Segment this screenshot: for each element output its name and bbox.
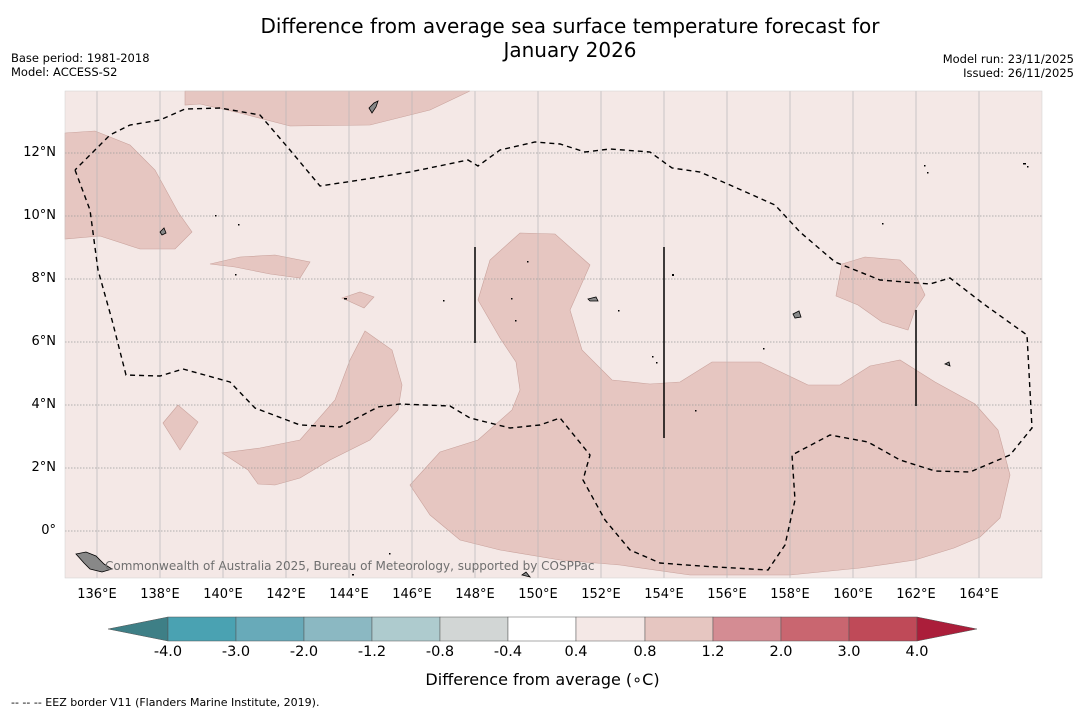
- eez-segments: [474, 247, 917, 438]
- colorbar-segment: [439, 616, 509, 642]
- lon-tick-label: 140°E: [203, 587, 243, 602]
- title-line-1: Difference from average sea surface temp…: [260, 14, 880, 38]
- island-southwest: [75, 551, 113, 573]
- lat-tick-label: 0°: [41, 523, 56, 538]
- small-islet-dots: [215, 163, 1029, 576]
- colorbar-label: -4.0: [153, 644, 183, 660]
- lon-tick-label: 138°E: [140, 587, 180, 602]
- colorbar-label: 3.0: [837, 644, 861, 660]
- lon-tick-label: 146°E: [392, 587, 432, 602]
- anomaly-region-east: [835, 256, 926, 331]
- colorbar-segment: [848, 616, 918, 642]
- lon-tick-label: 164°E: [959, 587, 999, 602]
- lat-tick-label: 2°N: [31, 460, 57, 475]
- colorbar-label: 1.2: [701, 644, 725, 660]
- lon-tick-label: 162°E: [896, 587, 936, 602]
- colorbar-label: -0.8: [425, 644, 455, 660]
- lat-tick-label: 8°N: [31, 271, 57, 286]
- lat-tick-label: 6°N: [31, 334, 57, 349]
- colorbar-segment: [644, 616, 714, 642]
- lon-tick-label: 156°E: [707, 587, 747, 602]
- anomaly-region-small-2: [341, 291, 375, 309]
- island-south: [521, 571, 532, 578]
- colorbar-segment: [780, 616, 850, 642]
- colorbar-segment: [303, 616, 373, 642]
- colorbar-segment: [167, 616, 237, 642]
- eez-footnote: -- -- -- EEZ border V11 (Flanders Marine…: [11, 696, 320, 709]
- colorbar-segment: [507, 616, 577, 642]
- anomaly-region-central-west: [221, 330, 403, 486]
- model-name: Model: ACCESS-S2: [11, 65, 118, 79]
- colorbar-label: -3.0: [221, 644, 251, 660]
- title-line-2: January 2026: [503, 38, 637, 62]
- eez-border: [74, 107, 1033, 571]
- island-landmasses: [75, 100, 951, 578]
- anomaly-region-small-1: [209, 254, 311, 279]
- lat-tick-label: 10°N: [23, 208, 56, 223]
- lon-tick-label: 148°E: [455, 587, 495, 602]
- model-run-date: Model run: 23/11/2025: [942, 52, 1074, 66]
- colorbar-segment: [371, 616, 441, 642]
- lon-tick-label: 136°E: [77, 587, 117, 602]
- island-east-2: [944, 361, 951, 367]
- colorbar-label: 2.0: [769, 644, 793, 660]
- colorbar-segment: [712, 616, 782, 642]
- lon-tick-label: 142°E: [266, 587, 306, 602]
- island-east-1: [792, 310, 802, 319]
- latitude-gridlines: [65, 152, 1042, 532]
- colorbar-segment: [235, 616, 305, 642]
- colorbar-label: 0.4: [564, 644, 588, 660]
- lat-tick-label: 4°N: [31, 397, 57, 412]
- anomaly-region-small-3: [162, 404, 199, 451]
- colorbar-label: -0.4: [493, 644, 523, 660]
- lon-tick-label: 160°E: [833, 587, 873, 602]
- map-title: Difference from average sea surface temp…: [0, 14, 1085, 62]
- anomaly-regions: [64, 90, 1011, 576]
- anomaly-region-north: [184, 90, 471, 127]
- colorbar-extend-high: [916, 616, 978, 642]
- colorbar-title: Difference from average (∘C): [425, 670, 660, 689]
- colorbar: [107, 616, 978, 642]
- issued-date: Issued: 26/11/2025: [963, 66, 1074, 80]
- island-north: [368, 100, 379, 114]
- anomaly-region-main: [409, 232, 1011, 576]
- lon-tick-label: 152°E: [581, 587, 621, 602]
- lon-tick-label: 158°E: [770, 587, 810, 602]
- base-period: Base period: 1981-2018: [11, 51, 150, 65]
- island-west: [159, 227, 167, 236]
- lon-tick-label: 144°E: [329, 587, 369, 602]
- run-info: Model run: 23/11/2025 Issued: 26/11/2025: [943, 52, 1074, 80]
- colorbar-label: 4.0: [905, 644, 929, 660]
- map-frame: [64, 90, 1043, 579]
- lon-tick-label: 150°E: [518, 587, 558, 602]
- colorbar-label: -2.0: [289, 644, 319, 660]
- lat-tick-label: 12°N: [23, 145, 56, 160]
- map-credit: Commonwealth of Australia 2025, Bureau o…: [105, 559, 595, 573]
- model-info: Base period: 1981-2018 Model: ACCESS-S2: [11, 51, 150, 79]
- colorbar-label: -1.2: [357, 644, 387, 660]
- lon-tick-label: 154°E: [644, 587, 684, 602]
- colorbar-label: 0.8: [633, 644, 657, 660]
- colorbar-segment: [575, 616, 646, 642]
- island-center-1: [587, 296, 599, 302]
- colorbar-extend-low: [107, 616, 169, 642]
